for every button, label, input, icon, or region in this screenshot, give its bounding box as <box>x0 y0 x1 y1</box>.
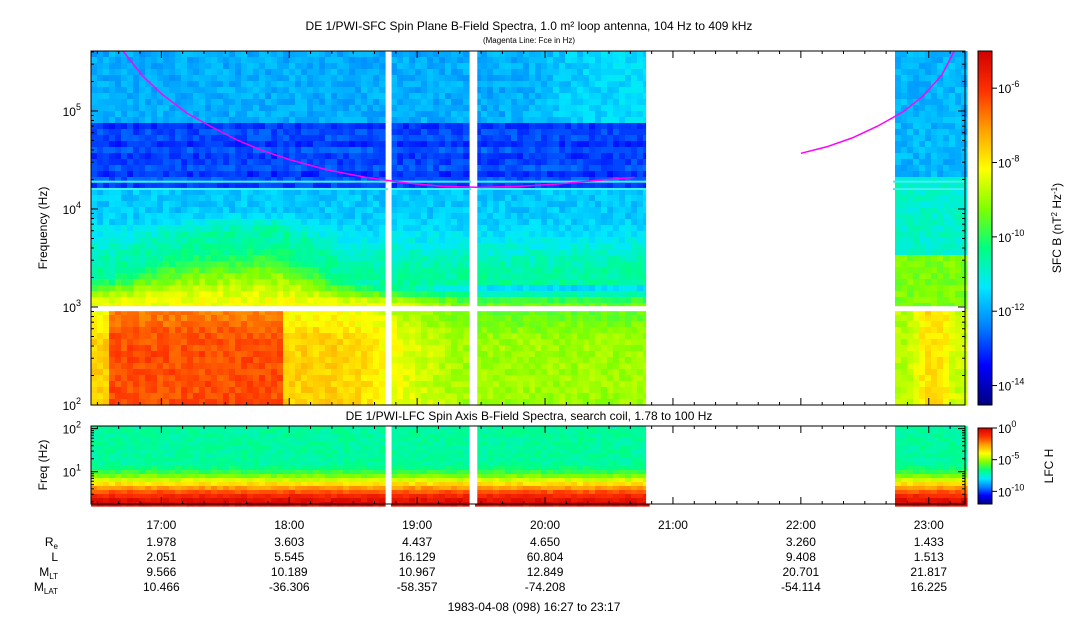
time-tick-label: 19:00 <box>402 518 432 532</box>
lfc-colorbar-ticks: 100 10-5 10-10 <box>992 419 1024 499</box>
sfc-colorbar-tick-label: 10-8 <box>998 154 1019 171</box>
top-panel-title: DE 1/PWI-SFC Spin Plane B-Field Spectra,… <box>306 19 753 33</box>
ephemeris-row-label: L <box>51 550 58 564</box>
sfc-colorbar-gradient <box>977 50 993 406</box>
sfc-y-tick-label: 104 <box>63 200 81 217</box>
sfc-colorbar-tick-label: 10-14 <box>998 377 1024 394</box>
sfc-x-ticks <box>96 51 951 405</box>
ephemeris-value: 10.466 <box>143 580 180 594</box>
lfc-colorbar-gradient <box>977 427 993 505</box>
fce-magenta-line <box>122 50 955 189</box>
sfc-colorbar-label: SFC B (nT2 Hz-1) <box>1050 183 1064 273</box>
sfc-colorbar-tick-label: 10-12 <box>998 302 1024 319</box>
time-tick-label: 20:00 <box>530 518 560 532</box>
sfc-data-gaps <box>387 51 893 405</box>
ephemeris-row-label: Re <box>45 535 59 551</box>
time-tick-label: 18:00 <box>274 518 304 532</box>
sfc-spectrogram-panel: 102 103 104 105 Frequency (Hz) <box>36 50 968 413</box>
ephemeris-value: 21.817 <box>910 565 947 579</box>
sfc-colorbar-tick-label: 10-6 <box>998 79 1019 96</box>
time-tick-label: 22:00 <box>786 518 816 532</box>
time-tick-label: 23:00 <box>914 518 944 532</box>
ephemeris-value: 16.225 <box>910 580 947 594</box>
bottom-panel-title: DE 1/PWI-LFC Spin Axis B-Field Spectra, … <box>346 409 713 423</box>
sfc-colorbar-ticks: 10-6 10-8 10-10 10-12 10-14 <box>992 79 1024 394</box>
lfc-x-ticks <box>96 426 951 504</box>
ephemeris-value: 12.849 <box>527 565 564 579</box>
ephemeris-value: 9.408 <box>786 550 816 564</box>
ephemeris-value: 10.967 <box>399 565 436 579</box>
ephemeris-row-label: MLAT <box>34 580 58 596</box>
lfc-y-tick-label: 102 <box>63 420 81 437</box>
lfc-data-gaps <box>387 426 893 504</box>
footer-date-range: 1983-04-08 (098) 16:27 to 23:17 <box>448 600 621 614</box>
lfc-plot-frame <box>90 425 966 505</box>
sfc-colorbar: 10-6 10-8 10-10 10-12 10-14 SFC B (nT2 Hz-1) <box>977 50 1064 406</box>
ephemeris-value: 3.603 <box>274 535 304 549</box>
time-tick-label: 21:00 <box>658 518 688 532</box>
sfc-y-tick-label: 103 <box>63 298 81 315</box>
time-tick-label: 17:00 <box>146 518 176 532</box>
lfc-y-ticks: 101 102 <box>63 420 965 503</box>
ephemeris-value: 1.513 <box>914 550 944 564</box>
sfc-y-ticks: 102 103 104 105 <box>63 51 965 413</box>
ephemeris-value: -58.357 <box>397 580 438 594</box>
lfc-colorbar-tick-label: 100 <box>998 419 1016 436</box>
ephemeris-value: -36.306 <box>269 580 310 594</box>
ephemeris-value: 5.545 <box>274 550 304 564</box>
lfc-colorbar: 100 10-5 10-10 LFC H <box>977 419 1056 505</box>
sfc-y-tick-label: 102 <box>63 396 81 413</box>
ephemeris-value: -74.208 <box>525 580 566 594</box>
ephemeris-value: 9.566 <box>146 565 176 579</box>
ephemeris-value: 2.051 <box>146 550 176 564</box>
ephemeris-row-label: MLT <box>39 565 58 581</box>
fce-line-segment-0 <box>122 50 635 189</box>
ephemeris-table: Re 1.978 3.603 4.437 4.650 3.260 1.433 L 2.051 5.… <box>34 535 948 596</box>
ephemeris-value: 60.804 <box>527 550 564 564</box>
lfc-spectrogram-panel: 101 102 Freq (Hz) <box>36 420 968 507</box>
ephemeris-value: 3.260 <box>786 535 816 549</box>
ephemeris-value: 1.433 <box>914 535 944 549</box>
ephemeris-value: 4.650 <box>530 535 560 549</box>
sfc-plot-frame <box>90 50 966 406</box>
ephemeris-value: 10.189 <box>271 565 308 579</box>
lfc-y-axis-label: Freq (Hz) <box>36 440 50 491</box>
ephemeris-value: 1.978 <box>146 535 176 549</box>
ephemeris-value: 4.437 <box>402 535 432 549</box>
lfc-y-tick-label: 101 <box>63 463 81 480</box>
lfc-colorbar-tick-label: 10-5 <box>998 451 1019 468</box>
top-panel-subtitle: (Magenta Line: Fce in Hz) <box>483 36 575 45</box>
sfc-y-tick-label: 105 <box>63 102 81 119</box>
sfc-colorbar-tick-label: 10-10 <box>998 228 1024 245</box>
fce-line-segment-1 <box>800 50 955 155</box>
ephemeris-value: -54.114 <box>781 580 821 594</box>
ephemeris-value: 20.701 <box>783 565 820 579</box>
lfc-colorbar-tick-label: 10-10 <box>998 482 1024 499</box>
lfc-colorbar-label: LFC H <box>1042 449 1056 484</box>
time-axis-labels: 17:00 18:00 19:00 20:00 21:00 22:00 23:00 <box>146 518 944 532</box>
sfc-y-axis-label: Frequency (Hz) <box>36 187 50 270</box>
ephemeris-value: 16.129 <box>399 550 436 564</box>
